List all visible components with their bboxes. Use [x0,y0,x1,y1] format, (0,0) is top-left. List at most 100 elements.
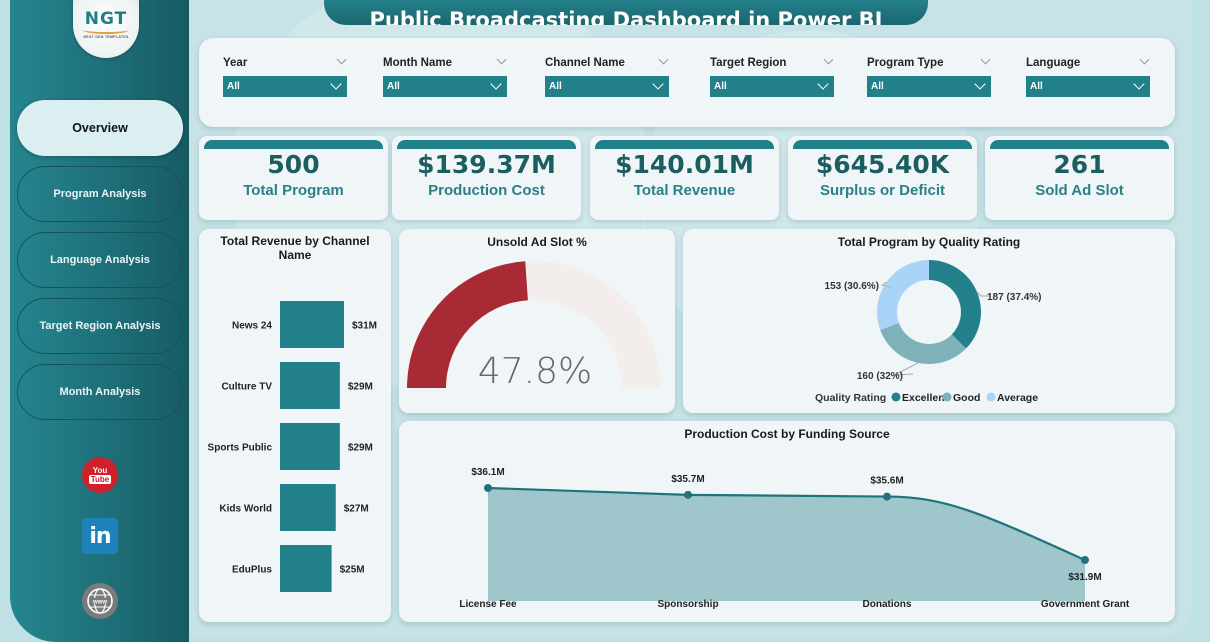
nav-target-region-analysis-button[interactable]: Target Region Analysis [17,298,183,354]
kpi-value: $645.40K [815,150,950,179]
slicer-label: Target Region [710,57,787,69]
kpi-value: 500 [267,150,320,179]
slicer-year: Year All [223,54,347,97]
category-label: Kids World [219,504,272,515]
slicer-program-type: Program Type All [867,54,991,97]
chevron-down-icon [330,78,342,90]
slicer-label: Program Type [867,57,944,69]
youtube-icon[interactable]: You Tube [82,457,118,493]
kpi-accent-bar [397,140,576,149]
data-label: $29M [348,382,373,393]
chart-title-line: Name [278,248,312,262]
revenue-by-channel-card: Total Revenue by Channel Name News 24 $31… [199,229,391,622]
x-axis-label: Sponsorship [657,599,718,610]
nav-language-analysis-button[interactable]: Language Analysis [17,232,183,288]
bar [280,362,340,409]
slicer-value: All [227,81,240,92]
kpi-value: 261 [1053,150,1106,179]
data-label: $29M [348,443,373,454]
logo-swoosh-icon [83,26,129,34]
chevron-down-icon [817,78,829,90]
globe-www-icon[interactable]: www [82,583,118,619]
data-label: $25M [340,565,365,576]
ngt-logo: NGT NEXT GEN TEMPLATES [73,0,139,58]
kpi-accent-bar [204,140,383,149]
slicer-month-name: Month Name All [383,54,507,97]
leader-line [880,281,892,288]
slicer-language-dropdown[interactable]: All [1026,76,1150,97]
slicer-program-type-dropdown[interactable]: All [867,76,991,97]
chevron-down-icon [652,78,664,90]
data-point [484,484,492,492]
page-title: Public Broadcasting Dashboard in Power B… [369,8,883,26]
kpi-value: $140.01M [615,150,754,179]
program-by-quality-card: Total Program by Quality Rating 187 (37.… [683,229,1175,413]
chevron-down-icon [974,78,986,90]
kpi-production-cost: $139.37M Production Cost [392,136,581,220]
legend-marker [986,392,996,402]
linkedin-icon-text: in [89,523,111,549]
slicer-value: All [1030,81,1043,92]
data-label: $35.6M [870,476,903,487]
data-label: 187 (37.4%) [987,292,1041,303]
slicer-value: All [387,81,400,92]
kpi-surplus-or-deficit: $645.40K Surplus or Deficit [788,136,977,220]
donut-slice [877,260,929,330]
nav-label: Target Region Analysis [39,320,161,332]
chart-title: Total Program by Quality Rating [837,235,1021,249]
filter-panel: Year All Month Name All Channel Name All… [199,38,1175,127]
slicer-label: Year [223,57,248,69]
slicer-label: Channel Name [545,57,625,69]
kpi-label: Total Revenue [633,182,736,199]
nav-overview-button[interactable]: Overview [17,100,183,156]
nav-label: Language Analysis [50,254,150,266]
data-label: $35.7M [671,474,704,485]
slicer-channel-name: Channel Name All [545,54,669,97]
x-axis-label: Government Grant [1041,599,1130,610]
gauge-value-label: 47.8% [478,351,592,392]
data-label: $31.9M [1068,572,1101,583]
x-axis-label: Donations [863,599,912,610]
data-label: $27M [344,504,369,515]
page-title-bar: Public Broadcasting Dashboard in Power B… [324,0,928,25]
nav-program-analysis-button[interactable]: Program Analysis [17,166,183,222]
kpi-accent-bar [793,140,972,149]
data-point [883,492,891,501]
bar [280,301,344,348]
kpi-sold-ad-slot: 261 Sold Ad Slot [985,136,1174,220]
slicer-value: All [549,81,562,92]
revenue-bar-chart: News 24 $31M Culture TV $29M Sports Public $2… [208,301,377,592]
bar [280,545,332,592]
slicer-channel-name-dropdown[interactable]: All [545,76,669,97]
slicer-value: All [871,81,884,92]
slicer-language: Language All [1026,54,1150,97]
kpi-accent-bar [990,140,1169,149]
legend-title: Quality Rating [815,392,886,404]
nav-label: Overview [72,121,128,135]
chart-title: Production Cost by Funding Source [684,427,890,441]
kpi-label: Surplus or Deficit [819,182,946,199]
unsold-ad-slot-gauge: 47.8% [407,261,661,392]
chart-title-line: Total Revenue by Channel [220,234,370,248]
donut-slice [880,323,966,364]
slicer-target-region: Target Region All [710,54,834,97]
slicer-month-name-dropdown[interactable]: All [383,76,507,97]
slicer-year-dropdown[interactable]: All [223,76,347,97]
linkedin-icon[interactable]: in [82,518,118,554]
www-text: www [92,600,107,606]
data-label: $36.1M [471,467,504,478]
data-point [1081,556,1089,564]
production-cost-by-funding-card: Production Cost by Funding Source $36.1M… [399,421,1175,622]
legend-marker [942,392,952,402]
nav-label: Program Analysis [53,188,147,200]
kpi-label: Total Program [243,182,344,199]
logo-mark: NGT [84,9,128,29]
data-label: $31M [352,321,377,332]
chart-title: Total Revenue by Channel Name [199,234,391,262]
data-label: 153 (30.6%) [825,281,879,292]
unsold-ad-slot-card: Unsold Ad Slot % 47.8% [399,229,675,413]
kpi-accent-bar [595,140,774,149]
category-label: Culture TV [221,382,272,393]
slicer-target-region-dropdown[interactable]: All [710,76,834,97]
nav-month-analysis-button[interactable]: Month Analysis [17,364,183,420]
